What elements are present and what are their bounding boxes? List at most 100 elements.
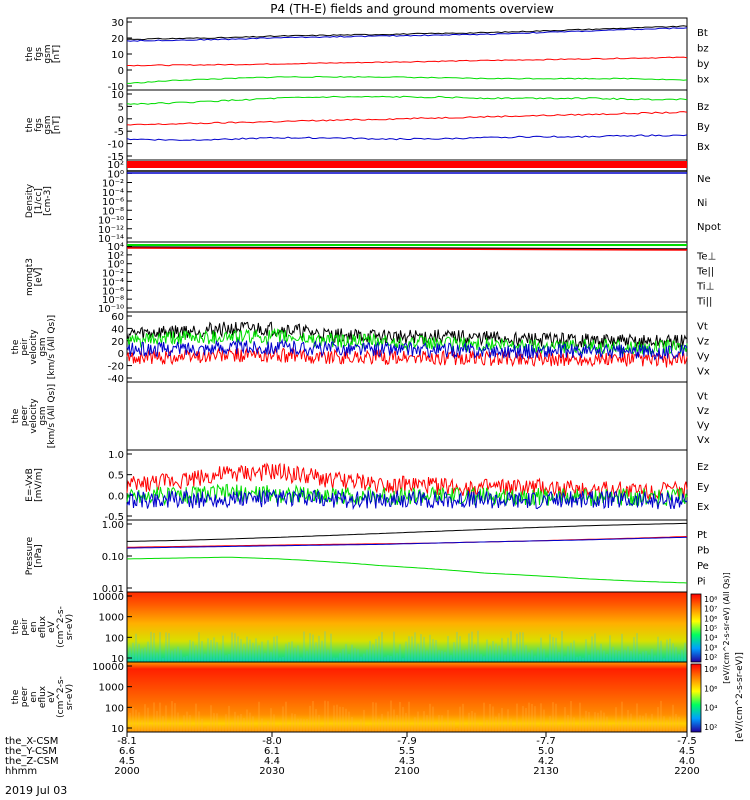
y-tick-label: -15 xyxy=(108,152,124,163)
panel-8: 1.00 0.10 0.01 Pressure [nPa] Pt Pb Pe Pi xyxy=(25,519,709,595)
legend-entry-pe: Pe xyxy=(697,561,709,572)
colorbar-tick-label: 10³ xyxy=(704,643,717,652)
legend-entry-te: Te⊥ xyxy=(696,252,716,263)
colorbar-unit-label: [eV/(cm^2-s-sr-eV) (All Qs)] xyxy=(722,572,731,683)
colorbar-tick-label: 10⁸ xyxy=(704,665,717,674)
x-axis-value: 4.3 xyxy=(399,756,415,767)
legend-entry-vz: Vz xyxy=(697,406,709,417)
temperature-line xyxy=(126,247,688,251)
colorbar-tick-label: 10⁵ xyxy=(704,624,717,633)
colorbar-labels: [eV/(cm^2-s-sr-eV)] [eV/(cm^2-s-sr-eV) (A… xyxy=(722,572,745,742)
y-tick-label: 20 xyxy=(111,337,124,348)
y-axis-label: peir xyxy=(20,338,30,356)
y-tick-label: 100 xyxy=(105,703,124,714)
colorbar-tick-label: 10⁶ xyxy=(704,684,717,693)
legend-entry-vx: Vx xyxy=(697,367,710,378)
y-tick-label: 60 xyxy=(111,312,124,323)
y-axis-label: the xyxy=(25,46,35,61)
y-tick-label: -0.5 xyxy=(104,512,124,523)
x-axis-value: 4.5 xyxy=(679,746,695,757)
y-axis-label: en xyxy=(29,621,39,632)
y-tick-label: 0 xyxy=(118,66,124,77)
y-axis-label: the xyxy=(25,117,35,132)
legend-entry-vt: Vt xyxy=(697,322,708,333)
y-axis-label: the xyxy=(11,408,21,423)
colorbar-tick-label: 10⁸ xyxy=(704,595,717,604)
spectrogram xyxy=(127,662,687,732)
panel-1: 30 20 10 0 -10 the fgs gsm [nT] Bt bz by bx xyxy=(25,17,709,93)
x-axis-row-label: hhmm xyxy=(5,766,37,777)
y-tick-label: 0.5 xyxy=(108,471,124,482)
legend-entry-ey: Ey xyxy=(697,482,709,493)
y-axis-label: gsm xyxy=(38,406,48,425)
y-tick-label: 10⁻⁸ xyxy=(102,206,124,217)
colorbar-tick-label: 10⁴ xyxy=(704,634,717,643)
series-line-by xyxy=(127,75,688,84)
y-tick-label: 10² xyxy=(107,251,124,262)
colorbar-tick-label: 10⁴ xyxy=(704,704,717,713)
legend-entry-pb: Pb xyxy=(697,545,709,556)
legend-entry-ex: Ex xyxy=(697,502,709,513)
y-axis-label: [nT] xyxy=(52,45,62,63)
legend-entry-ne: Ne xyxy=(697,174,711,185)
y-axis-label: [nT] xyxy=(52,116,62,134)
x-axis-value: 5.5 xyxy=(399,746,415,757)
y-tick-label: 10 xyxy=(111,724,124,735)
legend-entry-bx: Bx xyxy=(697,142,710,153)
legend-entry-vy: Vy xyxy=(697,352,710,363)
y-tick-label: 1.0 xyxy=(108,450,124,461)
series-line-vz xyxy=(126,347,688,368)
y-tick-label: 10⁻² xyxy=(102,269,124,280)
y-tick-label: 20 xyxy=(111,34,124,45)
y-axis-label: [km/s (All Qs)] xyxy=(47,315,57,379)
x-axis-value: -7.9 xyxy=(397,736,417,747)
y-axis-label: the xyxy=(11,339,21,354)
y-axis-label: [nPa] xyxy=(34,544,44,567)
legend-entry-pi: Pi xyxy=(697,576,706,587)
y-axis-label: the xyxy=(11,689,21,704)
y-tick-label: 10000 xyxy=(92,662,124,673)
y-tick-label: 1000 xyxy=(99,613,124,624)
colorbar-tick-label: 10⁷ xyxy=(704,605,717,614)
y-axis-label: E=-VxB xyxy=(25,468,35,502)
y-axis-label: gsm xyxy=(43,44,53,63)
y-axis-label: eV xyxy=(47,620,57,633)
y-tick-label: 1.00 xyxy=(102,520,124,531)
y-tick-label: 10⁻¹⁰ xyxy=(98,216,124,227)
colorbar-unit-label: [eV/(cm^2-s-sr-eV)] xyxy=(735,652,745,742)
y-axis-label: [eV] xyxy=(34,268,44,287)
density-band xyxy=(127,161,687,168)
y-tick-label: 10⁻² xyxy=(102,179,124,190)
series-line-vx xyxy=(126,338,688,361)
y-tick-label: 0.10 xyxy=(102,552,124,563)
series-line-bx xyxy=(126,27,688,42)
legend-entry-npot: Npot xyxy=(697,222,721,233)
series-line-ex xyxy=(126,488,688,511)
y-tick-label: 10⁻¹² xyxy=(98,225,124,236)
y-axis-label: eV xyxy=(47,690,57,703)
legend-entry-vz: Vz xyxy=(697,337,709,348)
y-tick-label: 0.0 xyxy=(108,491,124,502)
series-line-ez xyxy=(126,462,688,501)
legend-entry-ez: Ez xyxy=(697,462,709,473)
y-tick-label: 10⁰ xyxy=(107,169,124,180)
x-axis-row-label: the_Y-CSM xyxy=(5,746,57,757)
y-tick-label: 10 xyxy=(111,50,124,61)
x-axis-value: 4.2 xyxy=(538,756,554,767)
y-axis-label: momgt3 xyxy=(25,258,35,296)
legend-entry-ni: Ni xyxy=(697,198,707,209)
y-axis-label: [1/cc] xyxy=(34,188,44,214)
panel-frame xyxy=(126,89,688,161)
x-axis-value: 2100 xyxy=(394,766,419,777)
legend-entry-bx: bx xyxy=(697,74,709,85)
y-axis-label: velocity xyxy=(29,398,39,434)
figure-title: P4 (TH-E) fields and ground moments over… xyxy=(270,2,554,16)
y-tick-label: 0 xyxy=(118,349,124,360)
colorbar-tick-label: 10² xyxy=(704,723,717,732)
y-tick-label: 10⁻¹⁰ xyxy=(98,304,124,315)
panel-7: 1.0 0.5 0.0 -0.5 E=-VxB [mV/m] Ez Ey Ex xyxy=(25,449,709,523)
y-tick-label: -40 xyxy=(108,374,124,385)
y-tick-label: -10 xyxy=(108,140,124,151)
y-axis-label: fgs xyxy=(34,118,44,132)
